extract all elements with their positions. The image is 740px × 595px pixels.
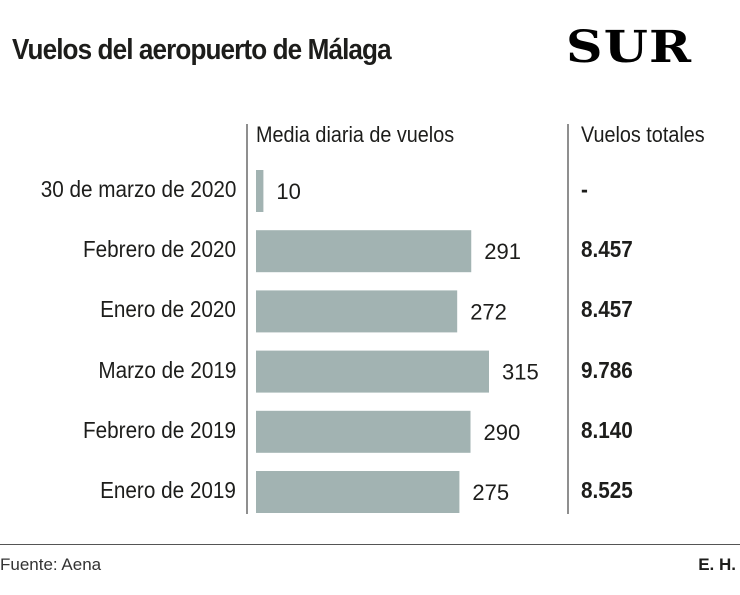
bar <box>256 230 472 273</box>
bar-value-label: 272 <box>470 299 507 324</box>
category-label: Febrero de 2020 <box>82 236 236 263</box>
divider-left <box>246 124 248 514</box>
total-value: 8.457 <box>581 236 633 263</box>
bar <box>256 471 460 513</box>
source-note: Fuente: Aena <box>0 555 102 574</box>
bar-value-label: 290 <box>484 420 521 445</box>
bar <box>256 410 471 453</box>
total-value: 8.140 <box>581 416 633 443</box>
bar <box>256 170 264 212</box>
bars-column-header: Media diaria de vuelos <box>256 122 455 147</box>
chart-title: Vuelos del aeropuerto de Málaga <box>12 34 392 66</box>
totals-column-header: Vuelos totales <box>581 122 705 147</box>
total-value: 8.457 <box>581 296 633 323</box>
total-value: - <box>581 176 588 202</box>
bar <box>256 350 489 393</box>
bar-value-label: 275 <box>472 480 509 505</box>
category-label: Enero de 2020 <box>100 296 236 323</box>
footer-divider <box>0 544 740 545</box>
total-value: 8.525 <box>581 477 633 503</box>
category-label: 30 de marzo de 2020 <box>40 176 236 202</box>
category-label: Enero de 2019 <box>100 477 236 503</box>
total-value: 9.786 <box>581 356 633 383</box>
bar-value-label: 10 <box>276 179 300 204</box>
bar-value-label: 315 <box>502 360 539 385</box>
bar <box>256 290 458 333</box>
category-label: Febrero de 2019 <box>82 416 236 443</box>
bar-value-label: 291 <box>484 239 521 264</box>
category-label: Marzo de 2019 <box>97 356 236 383</box>
sur-logo: SUR <box>566 22 693 73</box>
author-credit: E. H. <box>698 555 736 574</box>
divider-right <box>567 124 569 514</box>
